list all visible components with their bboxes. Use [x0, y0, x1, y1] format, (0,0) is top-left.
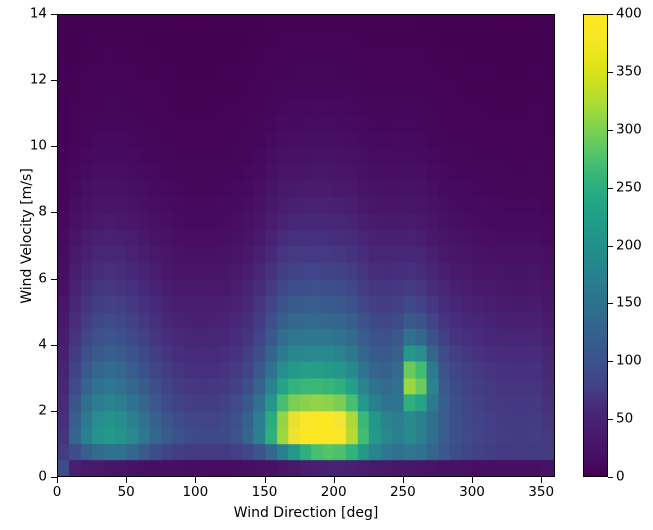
- x-tick-label: 0: [52, 484, 62, 500]
- colorbar-tick-label: 0: [616, 468, 625, 485]
- x-tick-mark: [541, 477, 543, 483]
- y-tick-label: 14: [29, 5, 47, 22]
- x-tick-label: 350: [528, 484, 555, 500]
- x-tick-label: 50: [117, 484, 135, 500]
- x-tick-mark: [472, 477, 473, 483]
- colorbar-tick-label: 200: [616, 236, 642, 253]
- y-tick-label: 8: [38, 203, 47, 220]
- x-tick-mark: [333, 477, 335, 483]
- y-tick-mark: [51, 410, 57, 412]
- colorbar: [583, 14, 608, 477]
- colorbar-tick-mark: [608, 303, 613, 305]
- colorbar-tick-mark: [608, 245, 613, 247]
- x-axis-title: Wind Direction [deg]: [233, 505, 379, 521]
- colorbar-tick-mark: [608, 187, 613, 189]
- colorbar-tick-mark: [608, 477, 613, 478]
- x-tick-label: 250: [389, 484, 416, 500]
- x-tick-mark: [264, 477, 266, 483]
- y-tick-label: 4: [38, 335, 47, 352]
- colorbar-tick-label: 50: [616, 410, 634, 427]
- colorbar-tick-mark: [608, 419, 613, 421]
- x-tick-mark: [402, 477, 404, 483]
- x-tick-label: 300: [459, 484, 485, 500]
- colorbar-tick-mark: [608, 361, 613, 363]
- x-tick-mark: [195, 477, 197, 483]
- colorbar-tick-label: 350: [616, 63, 642, 80]
- x-tick-label: 200: [320, 484, 347, 500]
- y-tick-label: 12: [29, 71, 47, 88]
- colorbar-tick-mark: [608, 71, 613, 73]
- heatmap-canvas: [58, 15, 554, 476]
- y-axis-title: Wind Velocity [m/s]: [19, 168, 35, 304]
- colorbar-tick-label: 300: [616, 121, 642, 137]
- colorbar-tick-label: 250: [616, 178, 642, 195]
- y-tick-label: 2: [38, 402, 47, 419]
- y-tick-mark: [51, 146, 57, 148]
- y-tick-mark: [51, 212, 57, 214]
- y-tick-mark: [51, 14, 57, 15]
- colorbar-tick-mark: [608, 129, 613, 131]
- y-tick-mark: [51, 278, 57, 280]
- x-tick-mark: [126, 477, 128, 483]
- y-tick-mark: [51, 344, 57, 346]
- colorbar-tick-label: 150: [616, 294, 642, 311]
- colorbar-tick-label: 100: [616, 352, 642, 369]
- x-tick-label: 150: [251, 484, 278, 500]
- y-tick-mark: [51, 80, 57, 82]
- colorbar-tick-label: 400: [616, 5, 642, 22]
- plot-axes: [57, 14, 555, 477]
- y-tick-mark: [51, 477, 57, 478]
- x-tick-mark: [57, 477, 58, 483]
- y-tick-label: 6: [38, 269, 47, 286]
- y-tick-label: 0: [38, 468, 47, 485]
- x-tick-label: 100: [182, 484, 209, 500]
- y-tick-label: 10: [29, 137, 47, 154]
- colorbar-tick-mark: [608, 14, 613, 15]
